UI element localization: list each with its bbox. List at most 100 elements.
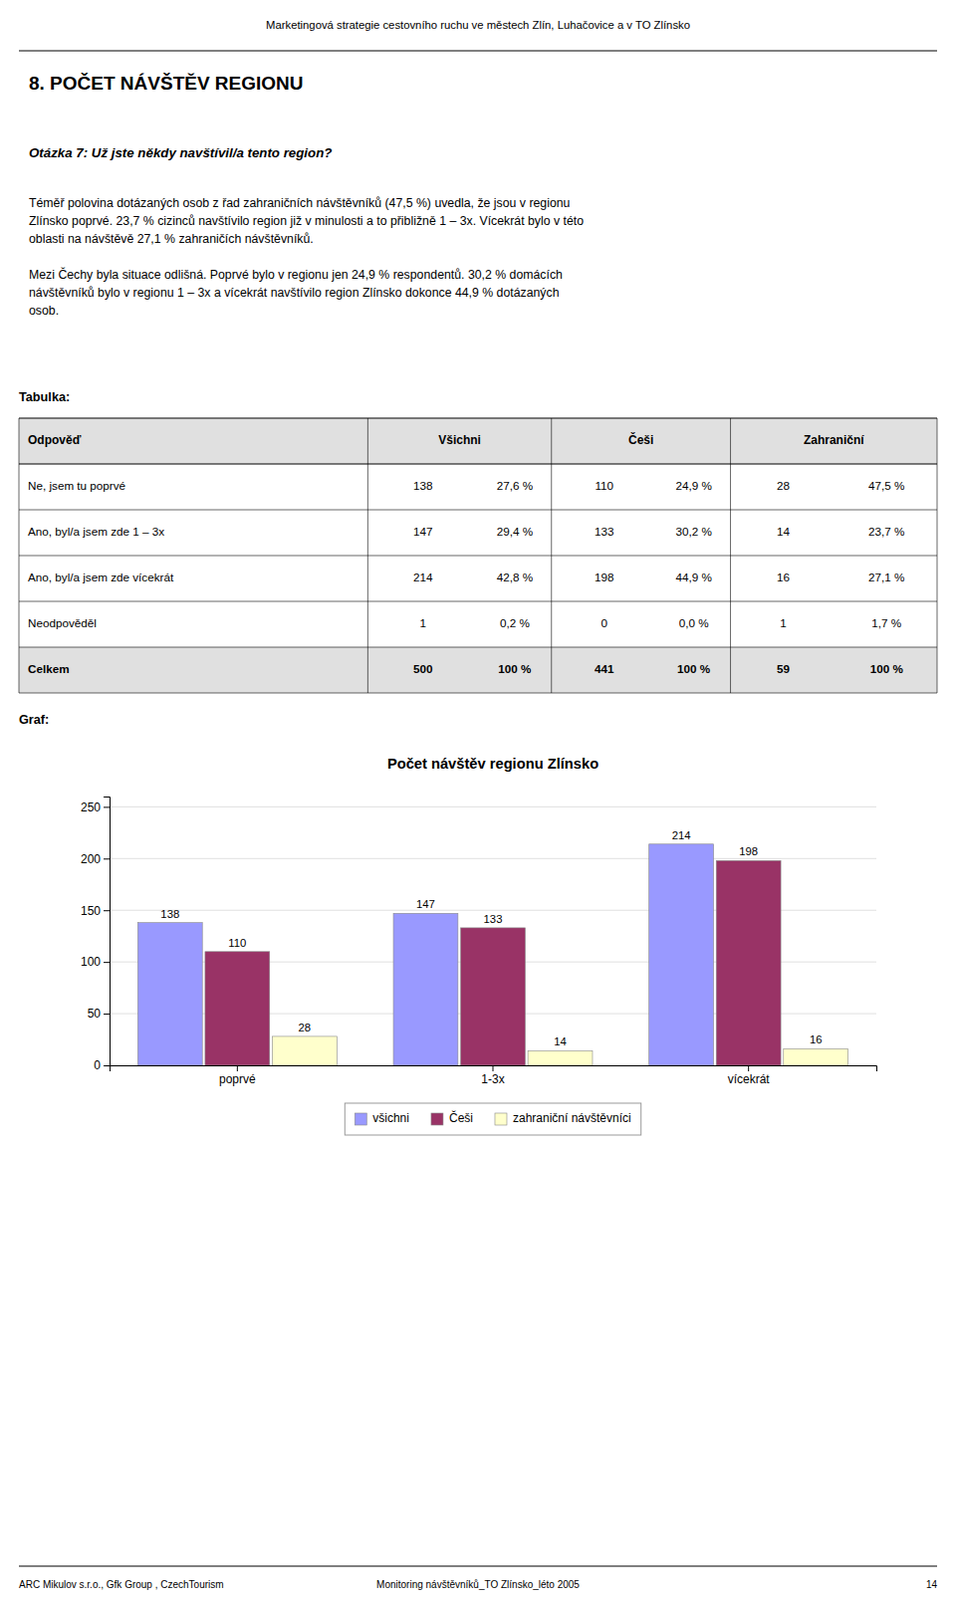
y-tick-mark <box>103 1065 110 1067</box>
bar-series <box>271 1036 848 1066</box>
page: Marketingová strategie cestovního ruchu … <box>0 0 956 1600</box>
table-label: Tabulka: <box>18 390 70 405</box>
y-axis-line <box>103 797 111 1067</box>
bar <box>783 1048 849 1066</box>
table-cell: Ne, jsem tu poprvé <box>27 478 126 492</box>
y-tick: 250 <box>80 800 110 815</box>
table-cell: 0 <box>601 616 609 630</box>
x-tick: poprvé <box>219 1065 256 1087</box>
table-cell: Neodpověděl <box>27 616 97 630</box>
grid-line <box>109 858 877 860</box>
table-cell: Celkem <box>27 662 70 676</box>
footer-left: ARC Mikulov s.r.o., Gfk Group , CzechTou… <box>18 1579 225 1591</box>
y-tick-label: 50 <box>87 1006 102 1021</box>
data-label: 14 <box>553 1035 567 1048</box>
bar <box>461 928 526 1066</box>
table-cell: 30,2 % <box>675 524 712 538</box>
x-tick: vícekrát <box>727 1065 771 1087</box>
table-cell: 1 <box>419 616 427 630</box>
table-rule <box>18 555 938 557</box>
y-tick-label: 0 <box>93 1058 101 1073</box>
header-rule <box>18 50 938 52</box>
table-divider <box>729 418 731 694</box>
bar <box>649 844 715 1066</box>
legend-label: zahraniční návštěvníci <box>512 1111 632 1126</box>
table: Odpověď Všichni Češi Zahraniční Ne, jsem tu … <box>18 418 938 694</box>
table-cell: Ano, byl/a jsem zde 1 – 3x <box>27 524 165 538</box>
y-tick-mark <box>103 858 110 860</box>
bars <box>137 844 848 1066</box>
bar-series <box>205 860 781 1066</box>
y-tick-label: 200 <box>80 852 101 867</box>
table-cell: 214 <box>413 570 434 584</box>
table-cell: 110 <box>594 478 614 492</box>
table-cell: 100 % <box>677 662 712 676</box>
table-cell: 27,6 % <box>496 478 533 492</box>
table-cell: 198 <box>594 570 615 584</box>
table-cell: 100 % <box>497 662 532 676</box>
x-tick-label: 1-3x <box>480 1072 504 1087</box>
y-tick-mark <box>103 961 110 963</box>
y-tick-mark <box>103 910 110 912</box>
table-rule <box>18 601 938 603</box>
data-label: 198 <box>738 845 758 858</box>
y-tick: 150 <box>80 904 110 919</box>
y-axis: 050100150200250 <box>80 797 111 1074</box>
table-header-cell: Zahraniční <box>803 433 865 448</box>
data-label: 138 <box>160 908 180 921</box>
grid-line <box>109 806 877 808</box>
table-cell: 441 <box>594 662 615 676</box>
x-tick: 1-3x <box>480 1065 504 1087</box>
body-text: oblasti na návštěvě 27,1 % zahraničích n… <box>28 232 314 246</box>
table-header-cell: Všichni <box>438 433 481 448</box>
table-cell: 44,9 % <box>675 570 712 584</box>
x-tick-label: vícekrát <box>727 1072 771 1087</box>
bar <box>393 913 459 1066</box>
y-tick: 200 <box>80 852 110 867</box>
bar <box>271 1036 337 1066</box>
legend-item: zahraniční návštěvníci <box>494 1111 632 1126</box>
bar <box>137 923 203 1066</box>
data-label: 28 <box>298 1021 312 1034</box>
table-cell: 1 <box>779 616 787 630</box>
body-text: Téměř polovina dotázaných osob z řad zah… <box>28 196 571 211</box>
table-rule <box>18 418 938 420</box>
footer-center: Monitoring návštěvníků_TO Zlínsko_léto 2… <box>376 1579 580 1591</box>
table-rule <box>18 647 938 649</box>
table-cell: 147 <box>413 524 434 538</box>
body-text: osob. <box>28 303 59 318</box>
table-divider <box>18 418 20 694</box>
table-cell: 27,1 % <box>868 570 905 584</box>
table-divider <box>937 418 939 694</box>
x-tick-label: poprvé <box>219 1072 256 1087</box>
table-header-cell: Češi <box>628 432 654 448</box>
table-cell: Ano, byl/a jsem zde vícekrát <box>27 570 175 584</box>
data-label: 133 <box>483 913 503 926</box>
table-rule <box>18 464 938 466</box>
y-tick: 50 <box>87 1006 110 1021</box>
table-cell: 133 <box>594 524 615 538</box>
table-cell: 47,5 % <box>868 478 905 492</box>
legend-swatch <box>431 1113 444 1126</box>
y-tick-label: 150 <box>80 904 101 919</box>
table-cell: 42,8 % <box>496 570 533 584</box>
legend-label: všichni <box>372 1111 410 1126</box>
data-label: 214 <box>672 829 692 842</box>
section-title: 8. POČET NÁVŠTĚV REGIONU <box>28 72 304 94</box>
table-cell: 59 <box>776 662 791 676</box>
body-text: Zlínsko poprvé. 23,7 % cizinců navštívil… <box>28 214 584 229</box>
table-cell: 500 <box>413 662 434 676</box>
table-cell: 1,7 % <box>871 616 902 630</box>
x-tick-mark <box>747 1065 749 1072</box>
table-divider <box>367 418 369 694</box>
chart-title: Počet návštěv regionu Zlínsko <box>387 755 599 772</box>
table-rule <box>18 693 938 695</box>
y-tick-mark <box>103 806 110 808</box>
table-header-cell: Odpověď <box>27 433 82 448</box>
legend-swatch <box>354 1113 367 1126</box>
footer-right: 14 <box>926 1579 939 1591</box>
legend-label: Češi <box>449 1110 474 1126</box>
data-label: 147 <box>416 898 436 911</box>
table-header-bg <box>18 418 938 465</box>
table-cell: 29,4 % <box>496 524 533 538</box>
